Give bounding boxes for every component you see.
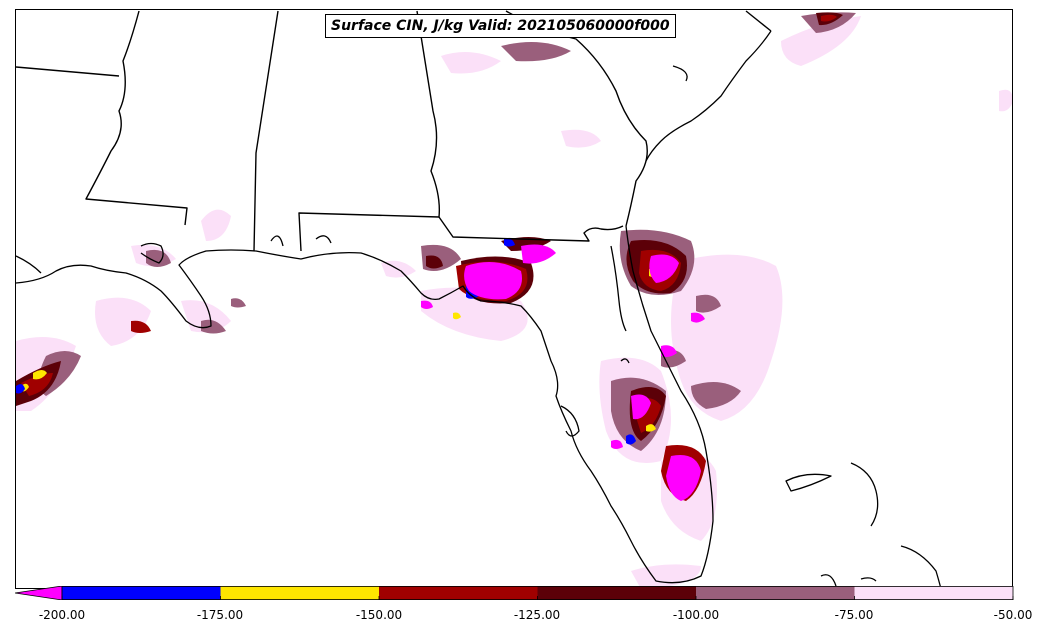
state-boundaries <box>16 10 772 252</box>
colorbar-tick-label: -100.00 <box>672 608 720 622</box>
cin-map <box>16 10 1012 588</box>
colorbar <box>15 586 1014 600</box>
map-panel <box>15 9 1013 589</box>
colorbar-tick-label: -175.00 <box>196 608 244 622</box>
colorbar-bin-red <box>379 586 538 600</box>
colorbar-tick-label: -150.00 <box>355 608 403 622</box>
map-title: Surface CIN, J/kg Valid: 202105060000f00… <box>325 14 676 38</box>
cin-contour-pale-pink <box>16 16 1012 588</box>
colorbar-tick-label: -200.00 <box>38 608 86 622</box>
colorbar-bin-dark-red <box>537 586 696 600</box>
colorbar-ticks <box>61 596 1014 600</box>
colorbar-bin-mauve <box>696 586 855 600</box>
colorbar-bin-pale-pink <box>854 586 1013 600</box>
colorbar-tick-label: -50.00 <box>993 608 1033 622</box>
cin-contour-magenta <box>421 244 705 501</box>
colorbar-tick-label: -125.00 <box>513 608 561 622</box>
colorbar-tick-label: -75.00 <box>834 608 874 622</box>
colorbar-bin-blue <box>62 586 221 600</box>
colorbar-bin-yellow <box>220 586 379 600</box>
colorbar-extend-triangle <box>15 586 63 600</box>
coastline <box>16 30 942 588</box>
cin-contour-yellow <box>21 268 661 432</box>
